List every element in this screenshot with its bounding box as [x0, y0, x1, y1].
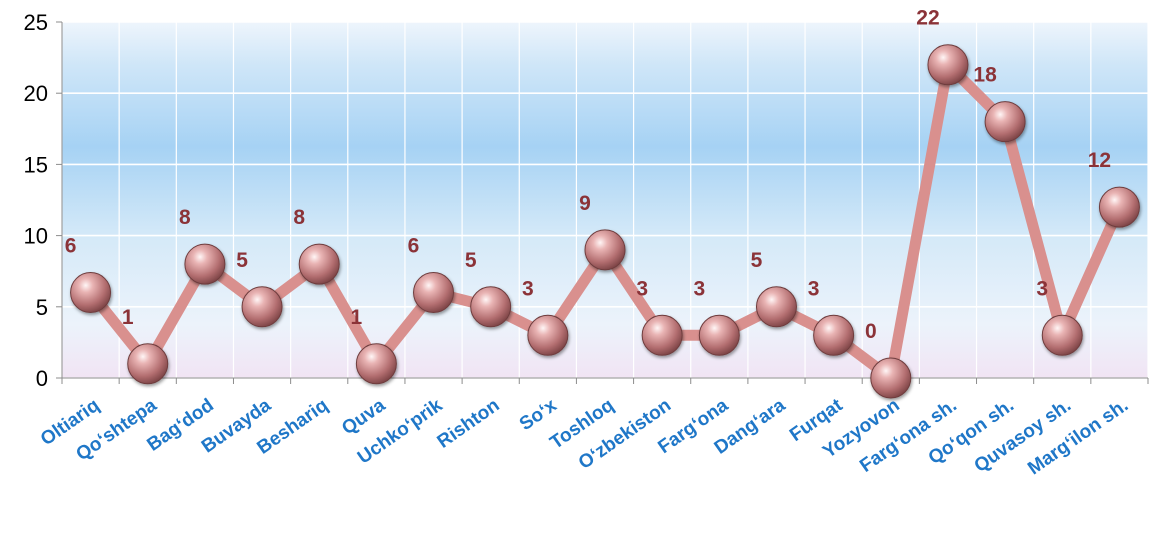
data-label: 1 [351, 306, 363, 329]
data-point-marker [698, 314, 740, 356]
data-point-marker [298, 243, 340, 285]
data-point-marker [641, 314, 683, 356]
data-point-marker [241, 286, 283, 328]
data-point-marker [413, 272, 455, 314]
category-label: Quvasoy sh. [971, 395, 1076, 477]
data-label: 3 [522, 277, 534, 300]
data-label: 22 [916, 7, 939, 30]
data-label: 5 [751, 249, 763, 272]
data-point-marker [70, 272, 112, 314]
data-point-marker [1041, 314, 1083, 356]
data-label: 8 [293, 206, 305, 229]
y-tick-label: 10 [24, 224, 48, 249]
y-tick-label: 25 [24, 10, 48, 35]
data-point-marker [813, 314, 855, 356]
data-point-marker [984, 101, 1026, 143]
data-point-marker [755, 286, 797, 328]
data-point-marker [584, 229, 626, 271]
data-points [70, 44, 1140, 399]
y-tick-label: 0 [36, 366, 48, 391]
data-point-marker [184, 243, 226, 285]
data-label: 5 [465, 249, 477, 272]
y-tick-label: 20 [24, 81, 48, 106]
data-label: 1 [122, 306, 134, 329]
category-label: Marg‘ilon sh. [1024, 395, 1132, 479]
data-label: 12 [1088, 149, 1111, 172]
data-label: 3 [636, 277, 648, 300]
data-point-marker [870, 357, 912, 399]
data-label: 6 [408, 235, 420, 258]
data-point-marker [927, 44, 969, 86]
data-label: 5 [236, 249, 248, 272]
axes [56, 21, 1149, 384]
data-point-marker [1098, 186, 1140, 228]
data-label: 6 [65, 235, 77, 258]
data-point-marker [127, 343, 169, 385]
y-tick-label: 15 [24, 152, 48, 177]
y-tick-labels: 0 5 10 15 20 25 [24, 10, 48, 391]
data-label: 3 [1036, 277, 1048, 300]
data-point-marker [470, 286, 512, 328]
category-label: Farg‘ona sh. [856, 395, 961, 477]
data-label: 0 [865, 320, 877, 343]
data-label: 9 [579, 192, 591, 215]
data-label: 3 [693, 277, 705, 300]
data-point-marker [527, 314, 569, 356]
category-label: Rishton [434, 395, 504, 453]
y-tick-label: 5 [36, 295, 48, 320]
data-label: 8 [179, 206, 191, 229]
category-label: So‘x [516, 395, 561, 435]
grid-lines [61, 21, 1149, 379]
data-point-marker [355, 343, 397, 385]
data-label: 18 [973, 64, 997, 87]
data-label: 3 [808, 277, 820, 300]
